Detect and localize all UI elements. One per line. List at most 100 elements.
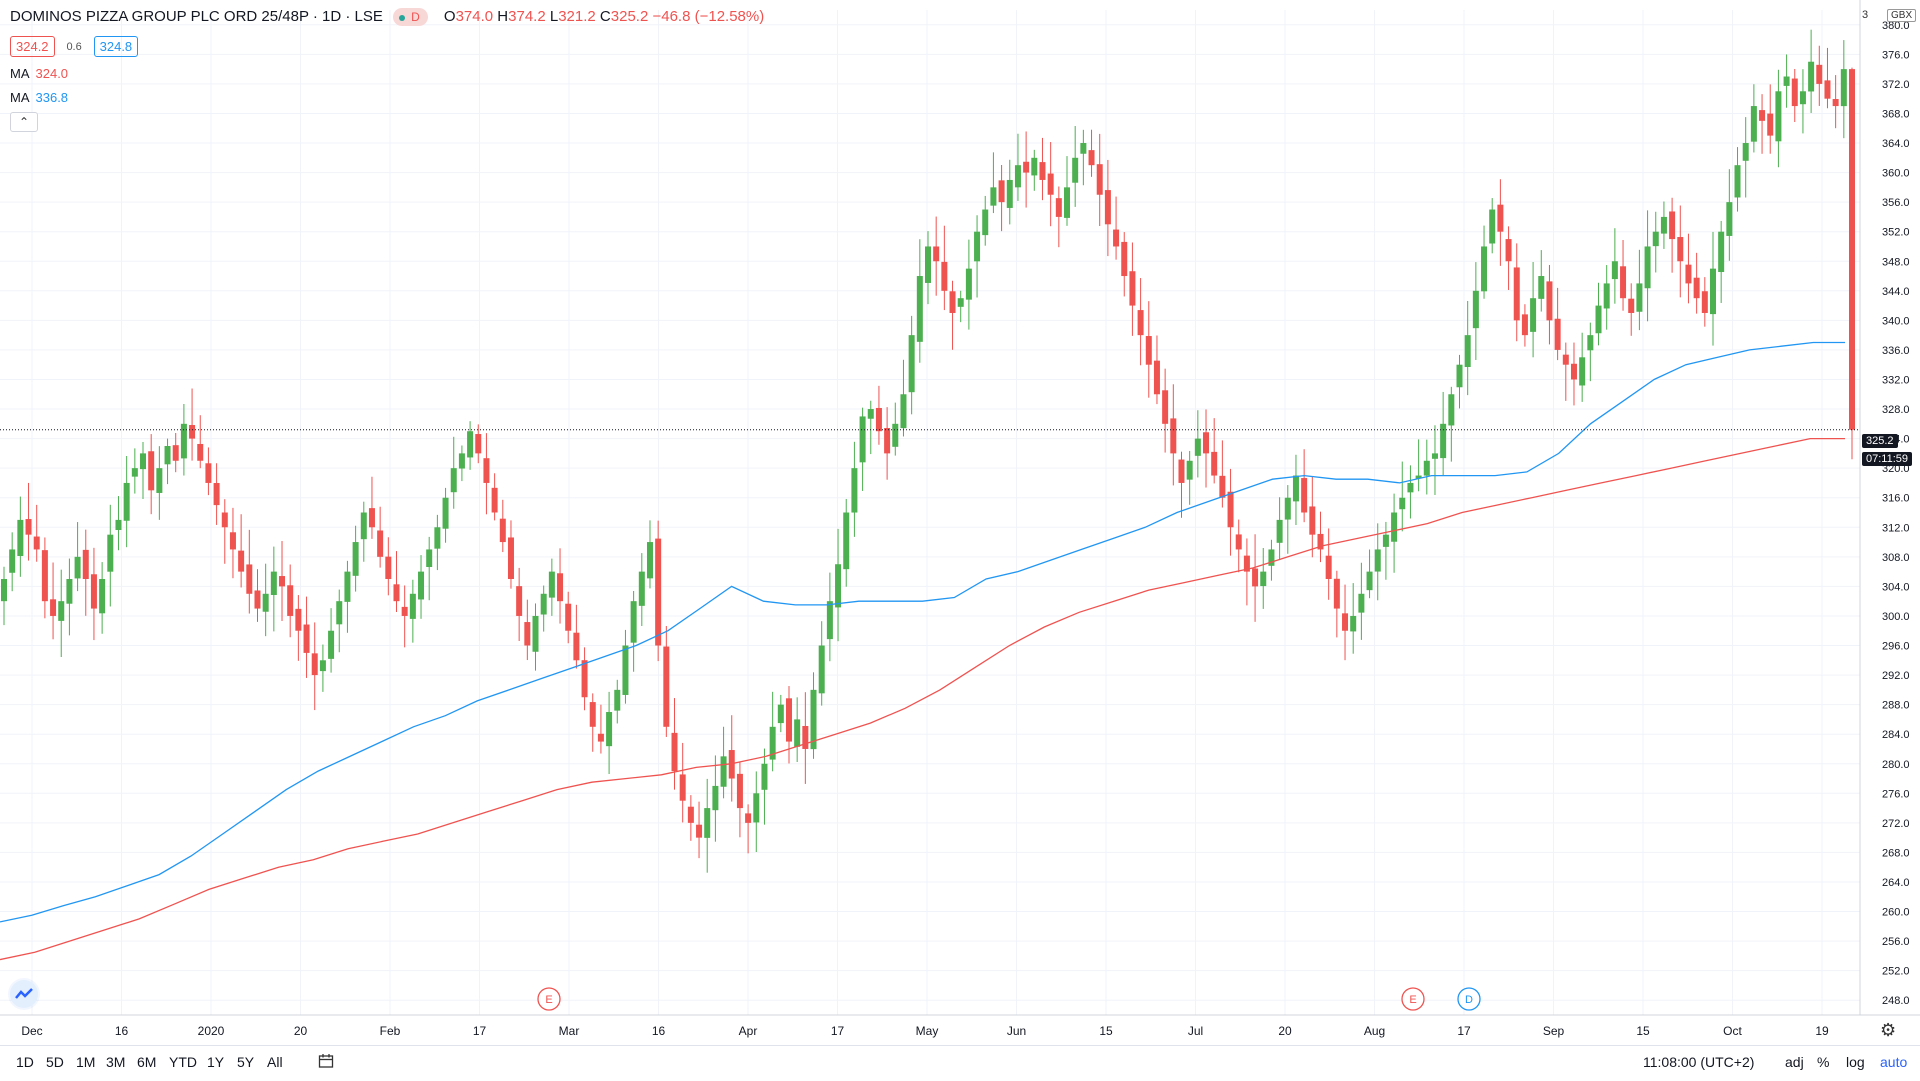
log-scale-toggle[interactable]: log [1846,1054,1865,1070]
candle-body [352,542,359,576]
price-tick-label: 312.0 [1882,522,1910,534]
candle-body [1824,80,1831,99]
candle-body [1391,512,1398,542]
candle-body [1570,363,1577,380]
ma-indicator-2[interactable]: MA 336.8 [10,90,68,105]
price-tick-label: 336.0 [1882,345,1910,357]
candle-body [1145,336,1152,365]
range-1d-button[interactable]: 1D [16,1054,34,1070]
earnings-event-icon[interactable] [1401,987,1425,1011]
candle-body [33,536,40,550]
candle-body [696,824,703,838]
range-5d-button[interactable]: 5D [46,1054,64,1070]
candle-body [1587,335,1594,351]
range-5y-button[interactable]: 5Y [237,1054,255,1070]
candle-body [622,645,629,695]
candle-body [1579,357,1586,386]
dividend-event-icon[interactable] [1457,987,1481,1011]
candle-body [197,443,204,461]
candle-body [1718,231,1725,273]
time-tick-label: Aug [1364,1024,1385,1038]
candle-body [246,564,253,594]
ma1-label: MA [10,66,30,81]
candle-body [1006,179,1013,208]
chart-grid [0,10,1860,1015]
candle-body [418,571,425,600]
candle-body [1701,291,1708,313]
candle-body [1350,615,1357,632]
candle-body [262,593,269,612]
bid-price[interactable]: 324.2 [10,36,55,57]
candle-body [344,571,351,602]
earnings-event-icon[interactable] [537,987,561,1011]
market-status-badge[interactable]: D [393,8,428,27]
candle-body [1783,76,1790,86]
range-ytd-button[interactable]: YTD [169,1054,197,1070]
candle-body [1832,99,1839,107]
price-tick-label: 284.0 [1882,729,1910,741]
candle-body [548,571,555,598]
candle-body [50,599,57,616]
candle-body [1235,534,1242,550]
range-1y-button[interactable]: 1Y [207,1054,225,1070]
candle-body [401,606,408,616]
auto-scale-toggle[interactable]: auto [1880,1054,1908,1070]
collapse-legend-button[interactable]: ⌃ [10,112,38,132]
time-tick-label: 17 [1457,1024,1471,1038]
candle-body [279,576,286,587]
candle-body [1358,593,1365,613]
candle-body [1775,91,1782,142]
candle-body [1186,460,1193,480]
candle-body [1497,204,1504,232]
range-1m-button[interactable]: 1M [76,1054,96,1070]
time-tick-label: 15 [1636,1024,1650,1038]
candle-body [1767,113,1774,136]
candle-body [1121,241,1128,277]
adjust-toggle[interactable]: adj [1785,1054,1804,1070]
range-3m-button[interactable]: 3M [106,1054,126,1070]
candle-body [1636,283,1643,312]
price-tick-label: 252.0 [1882,966,1910,978]
candle-body [1055,198,1062,217]
candle-body [1840,69,1847,107]
candle-body [557,573,564,602]
chart-settings-gear-icon[interactable]: ⚙ [1880,1020,1897,1040]
currency-label[interactable]: GBX [1887,9,1917,22]
candle-body [1595,305,1602,334]
candle-body [1505,239,1512,262]
ma-indicator-1[interactable]: MA 324.0 [10,66,68,81]
candle-body [646,542,653,579]
candle-body [1644,246,1651,289]
range-all-button[interactable]: All [267,1054,283,1070]
candle-body [990,187,997,206]
candle-body [720,756,727,787]
price-chart[interactable]: 248.0 252.0 256.0 260.0 264.0 268.0 272.0 276.0… [0,0,1920,1045]
symbol-title[interactable]: DOMINOS PIZZA GROUP PLC ORD 25/48P · 1D … [10,8,383,25]
candle-body [1620,266,1627,299]
ask-price[interactable]: 324.8 [93,36,139,57]
candle-body [221,512,228,528]
change-value: −46.8 (−12.58%) [652,8,765,25]
candle-body [148,451,155,491]
candle-body [1260,571,1267,587]
range-6m-button[interactable]: 6M [137,1054,157,1070]
timezone-clock[interactable]: 11:08:00 (UTC+2) [1643,1054,1755,1070]
candle-body [1693,277,1700,299]
go-to-date-calendar-icon[interactable] [318,1053,334,1069]
candle-body [843,512,850,570]
candle-body [1816,64,1823,84]
candle-body [614,689,621,711]
candle-body [704,808,711,838]
candle-body [581,660,588,698]
candle-body [1431,453,1438,459]
event-label: D [1465,994,1473,1006]
percent-scale-toggle[interactable]: % [1817,1054,1830,1070]
candle-body [1472,290,1479,329]
candle-body [712,785,719,811]
candle-body [1113,229,1120,247]
candle-body [123,482,130,521]
candle-body [785,698,792,742]
ma-slow-line [0,437,1845,961]
time-tick-label: May [916,1024,939,1038]
candle-body [1129,271,1136,306]
